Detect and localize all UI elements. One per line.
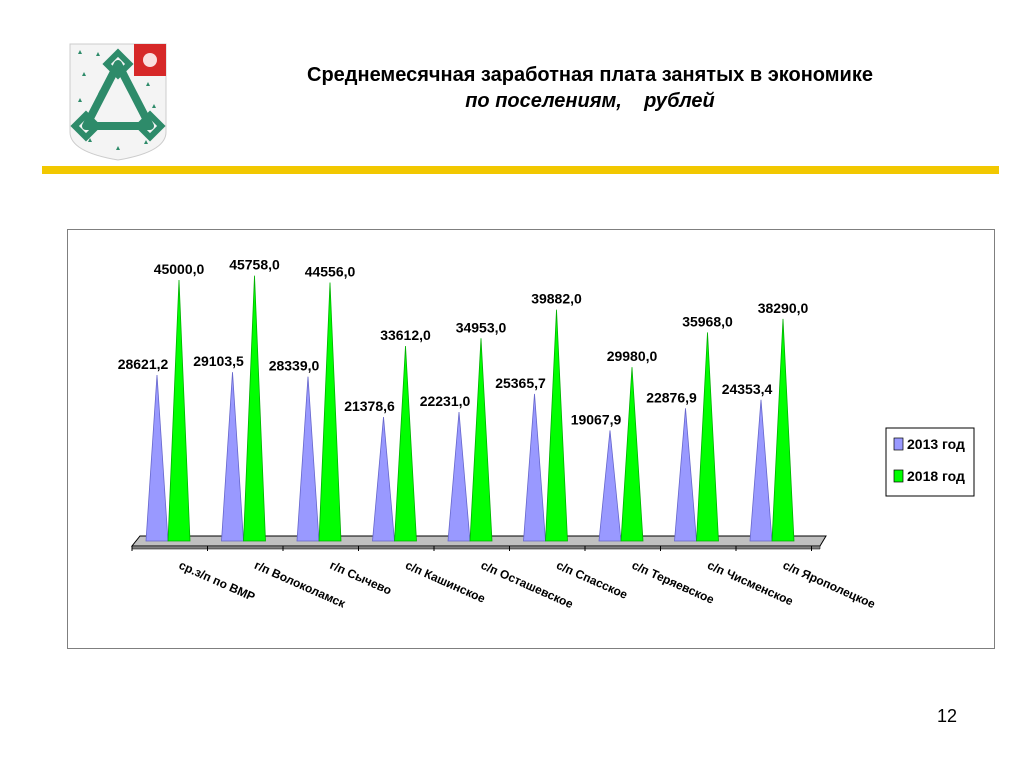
data-label: 35968,0 (682, 313, 733, 329)
legend-label: 2018 год (907, 468, 965, 484)
bar-2013-6 (598, 430, 622, 542)
data-label: 22231,0 (420, 393, 471, 409)
coat-of-arms (68, 42, 168, 162)
data-label: 28621,2 (118, 356, 169, 372)
bar-2013-2 (296, 376, 320, 542)
category-label: г/п Сычево (328, 558, 394, 598)
data-label: 19067,9 (571, 411, 622, 427)
category-label: ср.з/п по ВМР (177, 558, 257, 604)
page-title: Среднемесячная заработная плата занятых … (307, 64, 873, 86)
data-label: 45000,0 (154, 261, 205, 277)
bar-2018-8 (771, 318, 795, 542)
page-subtitle: по поселениям, рублей (465, 90, 715, 112)
bar-2013-4 (447, 412, 471, 542)
data-label: 44556,0 (305, 264, 356, 280)
category-label: с/п Теряевское (630, 558, 717, 607)
bar-2018-5 (545, 309, 568, 542)
bar-2013-1 (221, 372, 244, 542)
bar-2013-8 (749, 399, 773, 542)
data-label: 25365,7 (495, 375, 546, 391)
bar-2018-2 (318, 282, 342, 542)
data-label: 28339,0 (269, 358, 320, 374)
legend-swatch (893, 437, 904, 451)
data-label: 33612,0 (380, 327, 431, 343)
bar-2013-0 (145, 374, 169, 542)
data-label: 34953,0 (456, 319, 507, 335)
chart-frame: 28621,2 29103,5 28339,0 21378,6 22231,0 25365… (67, 229, 995, 649)
bar-2013-5 (523, 393, 546, 542)
bar-2018-3 (394, 346, 417, 542)
chart: 28621,2 29103,5 28339,0 21378,6 22231,0 25365… (118, 257, 975, 611)
bar-2013-3 (372, 416, 395, 542)
data-label: 39882,0 (531, 291, 582, 307)
bar-2018-7 (696, 332, 719, 542)
bar-2018-4 (469, 338, 493, 542)
data-label: 24353,4 (722, 381, 773, 397)
bar-2018-1 (243, 275, 266, 542)
bar-2018-6 (620, 367, 644, 542)
category-label: с/п Ярополецкое (781, 558, 878, 611)
data-label: 29103,5 (193, 353, 244, 369)
legend-label: 2013 год (907, 436, 965, 452)
bar-2013-7 (674, 408, 697, 542)
data-label: 21378,6 (344, 398, 395, 414)
bar-2018-0 (167, 279, 191, 542)
header: Среднемесячная заработная плата занятых … (180, 62, 1000, 114)
category-label: с/п Кашинское (403, 558, 487, 606)
legend-swatch (893, 469, 904, 483)
data-label: 38290,0 (758, 300, 809, 316)
data-label: 22876,9 (646, 389, 697, 405)
coat-of-arms-icon (69, 43, 167, 161)
data-label: 45758,0 (229, 257, 280, 273)
page-number: 12 (937, 706, 958, 726)
data-label: 29980,0 (607, 348, 658, 364)
header-divider (42, 166, 999, 174)
chart-floor-edge (131, 545, 821, 550)
